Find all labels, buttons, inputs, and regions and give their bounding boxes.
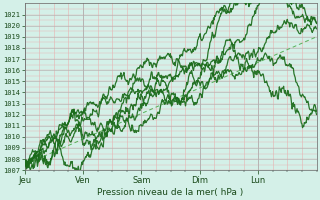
X-axis label: Pression niveau de la mer( hPa ): Pression niveau de la mer( hPa )	[98, 188, 244, 197]
